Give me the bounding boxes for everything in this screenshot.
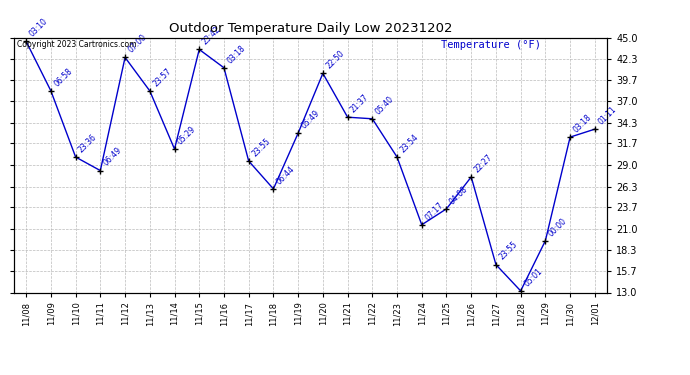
Text: 05:01: 05:01 <box>522 266 544 288</box>
Text: 23:55: 23:55 <box>497 240 519 262</box>
Title: Outdoor Temperature Daily Low 20231202: Outdoor Temperature Daily Low 20231202 <box>169 22 452 35</box>
Text: 07:17: 07:17 <box>423 200 445 222</box>
Text: 01:11: 01:11 <box>596 105 618 126</box>
Text: 21:37: 21:37 <box>349 93 371 114</box>
Text: Copyright 2023 Cartronics.com: Copyright 2023 Cartronics.com <box>17 40 136 49</box>
Text: Temperature (°F): Temperature (°F) <box>441 40 541 50</box>
Text: 23:54: 23:54 <box>398 132 420 154</box>
Text: 05:40: 05:40 <box>374 94 395 116</box>
Text: 04:08: 04:08 <box>448 184 470 206</box>
Text: 07:00: 07:00 <box>126 33 148 55</box>
Text: 23:36: 23:36 <box>77 132 99 154</box>
Text: 03:10: 03:10 <box>28 17 50 39</box>
Text: 22:27: 22:27 <box>473 153 494 174</box>
Text: 23:42: 23:42 <box>201 25 222 46</box>
Text: 06:58: 06:58 <box>52 66 74 88</box>
Text: 00:00: 00:00 <box>546 216 569 238</box>
Text: 06:44: 06:44 <box>275 164 297 186</box>
Text: 23:55: 23:55 <box>250 136 272 158</box>
Text: 05:29: 05:29 <box>176 124 198 146</box>
Text: 03:18: 03:18 <box>226 43 247 65</box>
Text: 05:49: 05:49 <box>299 108 322 130</box>
Text: 03:18: 03:18 <box>571 112 593 134</box>
Text: 06:49: 06:49 <box>101 146 124 168</box>
Text: 23:57: 23:57 <box>151 66 173 88</box>
Text: 22:50: 22:50 <box>324 49 346 70</box>
